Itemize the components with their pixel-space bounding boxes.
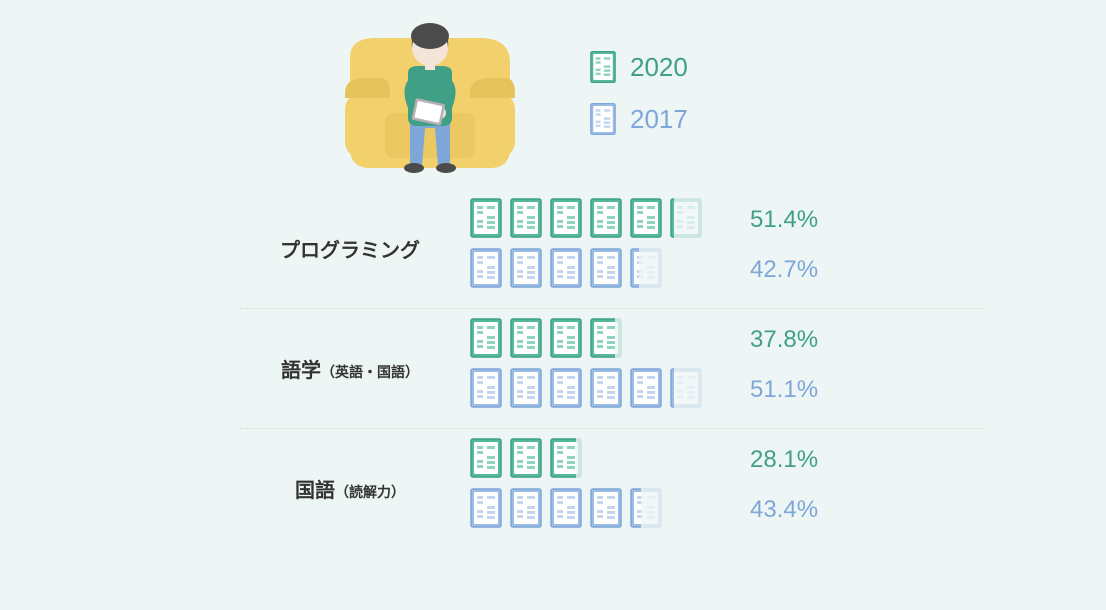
tablet-icon	[470, 318, 502, 358]
tablet-icon	[550, 248, 582, 288]
pictogram-unit-full	[510, 438, 542, 483]
child-on-chair-illustration	[330, 18, 530, 188]
pictogram-unit-full	[510, 198, 542, 243]
tablet-icon	[470, 368, 502, 408]
percentage-value: 37.8%	[750, 326, 818, 354]
infographic-stage: 2020 2017 プログラミング	[0, 0, 1106, 610]
tablet-icon	[470, 248, 502, 288]
category-divider	[240, 428, 986, 429]
tablet-icon	[550, 488, 582, 528]
legend-row: 2020	[590, 50, 688, 84]
pictogram-unit-full	[470, 198, 502, 243]
category-label-main: 国語	[295, 480, 335, 502]
pictogram-unit-partial	[630, 248, 662, 293]
pictogram-unit-full	[550, 368, 582, 413]
pictogram-unit-full	[630, 198, 662, 243]
percentage-value: 28.1%	[750, 446, 818, 474]
pictogram-bar-row	[470, 440, 582, 480]
pictogram-unit-full	[470, 488, 502, 533]
tablet-icon	[510, 248, 542, 288]
pictogram-unit-full	[550, 488, 582, 533]
pictogram-unit-partial	[590, 318, 622, 363]
percentage-value: 51.4%	[750, 206, 818, 234]
tablet-icon	[470, 438, 502, 478]
pictogram-unit-partial	[550, 438, 582, 483]
pictogram-unit-full	[590, 488, 622, 533]
pictogram-fade-mask	[615, 318, 622, 363]
pictogram-unit-full	[510, 318, 542, 363]
tablet-icon	[590, 198, 622, 238]
tablet-icon	[510, 438, 542, 478]
legend-label: 2017	[630, 104, 688, 135]
pictogram-unit-full	[590, 368, 622, 413]
pictogram-unit-full	[550, 248, 582, 293]
tablet-icon	[550, 198, 582, 238]
legend-row: 2017	[590, 102, 688, 136]
pictogram-fade-mask	[674, 368, 702, 413]
pictogram-fade-mask	[639, 248, 662, 293]
pictogram-unit-full	[470, 368, 502, 413]
category-label-sub: （読解力）	[335, 484, 405, 500]
pictogram-unit-full	[510, 248, 542, 293]
pictogram-unit-full	[590, 248, 622, 293]
pictogram-bar-row	[470, 320, 622, 360]
tablet-icon	[550, 318, 582, 358]
pictogram-fade-mask	[576, 438, 582, 483]
pictogram-unit-full	[510, 488, 542, 533]
tablet-icon	[510, 488, 542, 528]
pictogram-fade-mask	[674, 198, 702, 243]
tablet-icon	[550, 368, 582, 408]
tablet-icon	[470, 488, 502, 528]
pictogram-bar-row	[470, 250, 662, 290]
pictogram-unit-partial	[670, 368, 702, 413]
tablet-icon	[510, 368, 542, 408]
pictogram-unit-full	[470, 248, 502, 293]
pictogram-bar-row	[470, 200, 702, 240]
pictogram-bar-row	[470, 370, 702, 410]
pictogram-unit-full	[550, 198, 582, 243]
percentage-value: 43.4%	[750, 496, 818, 524]
tablet-icon	[510, 318, 542, 358]
category-label: プログラミング	[240, 234, 460, 263]
pictogram-unit-partial	[670, 198, 702, 243]
category-label-main: プログラミング	[280, 240, 420, 262]
legend-label: 2020	[630, 52, 688, 83]
tablet-icon	[590, 248, 622, 288]
tablet-icon	[470, 198, 502, 238]
category-label: 語学（英語・国語）	[240, 354, 460, 383]
pictogram-unit-full	[550, 318, 582, 363]
tablet-icon	[510, 198, 542, 238]
illustration-container	[330, 18, 530, 193]
tablet-icon	[630, 198, 662, 238]
percentage-value: 42.7%	[750, 256, 818, 284]
pictogram-unit-partial	[630, 488, 662, 533]
pictogram-unit-full	[470, 438, 502, 483]
pictogram-bar-row	[470, 490, 662, 530]
category-divider	[240, 308, 986, 309]
pictogram-unit-full	[510, 368, 542, 413]
pictogram-fade-mask	[641, 488, 662, 533]
pictogram-unit-full	[470, 318, 502, 363]
category-label-main: 語学	[281, 360, 321, 382]
tablet-icon	[590, 488, 622, 528]
category-label: 国語（読解力）	[240, 474, 460, 503]
tablet-icon	[590, 102, 616, 136]
tablet-icon	[590, 368, 622, 408]
category-label-sub: （英語・国語）	[321, 364, 419, 380]
percentage-value: 51.1%	[750, 376, 818, 404]
pictogram-unit-full	[630, 368, 662, 413]
tablet-icon	[590, 50, 616, 84]
pictogram-unit-full	[590, 198, 622, 243]
tablet-icon	[630, 368, 662, 408]
